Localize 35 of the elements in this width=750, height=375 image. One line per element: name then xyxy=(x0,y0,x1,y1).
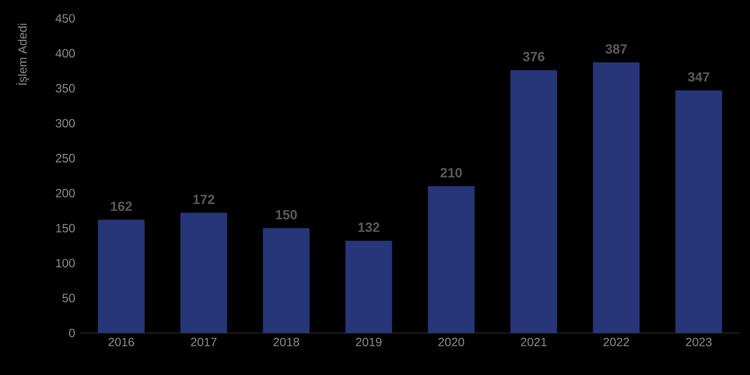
data-label: 150 xyxy=(276,210,297,220)
y-tick-label: 100 xyxy=(56,258,75,268)
bar xyxy=(510,70,558,333)
x-tick-label: 2019 xyxy=(356,338,382,346)
bar xyxy=(345,240,392,333)
data-label: 132 xyxy=(358,222,380,232)
y-tick-label: 150 xyxy=(56,224,75,232)
y-tick-label: 450 xyxy=(56,14,75,23)
x-tick-label: 2021 xyxy=(521,338,547,346)
y-tick-label: 50 xyxy=(62,294,75,302)
x-tick-label: 2023 xyxy=(686,338,712,346)
data-label: 210 xyxy=(440,168,462,178)
data-label: 376 xyxy=(522,52,544,62)
y-tick-label: 350 xyxy=(56,84,75,93)
data-label: 172 xyxy=(193,194,214,204)
data-label: 387 xyxy=(605,44,627,54)
bar xyxy=(180,212,228,333)
data-label: 347 xyxy=(688,72,710,82)
bar xyxy=(592,62,640,333)
bar xyxy=(98,220,145,333)
y-tick-label: 300 xyxy=(56,118,75,128)
y-tick-label: 200 xyxy=(56,188,75,198)
bar xyxy=(675,90,722,333)
x-tick-label: 2018 xyxy=(274,338,300,346)
bar xyxy=(262,228,310,333)
bar xyxy=(428,186,475,333)
x-tick-label: 2020 xyxy=(438,338,464,346)
data-label: 162 xyxy=(110,202,132,212)
y-tick-label: 400 xyxy=(56,49,75,58)
x-tick-label: 2016 xyxy=(108,338,134,346)
x-tick-label: 2017 xyxy=(191,338,216,346)
y-axis-title: İşlem Adedi xyxy=(16,24,30,85)
x-tick-label: 2022 xyxy=(604,338,629,346)
y-tick-label: 250 xyxy=(56,154,75,162)
y-tick-label: 0 xyxy=(69,328,75,338)
